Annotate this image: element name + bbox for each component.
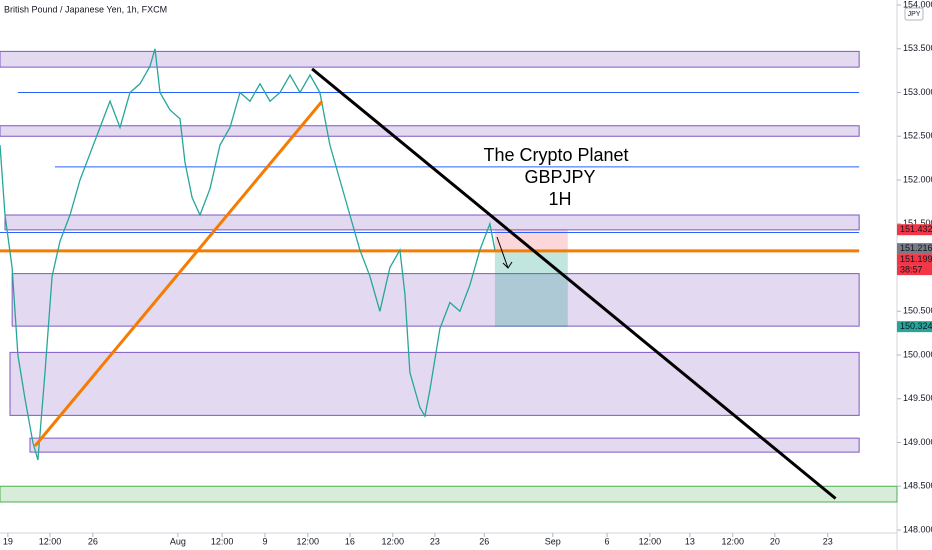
target-zone xyxy=(494,250,568,327)
y-tick-label: 149.500 xyxy=(903,393,932,403)
y-tick-label: 151.500 xyxy=(903,218,932,228)
annotation: GBPJPY xyxy=(524,167,595,187)
x-tick-label: 13 xyxy=(685,536,695,546)
x-tick-label: 9 xyxy=(262,536,267,546)
y-tick-label: 150.500 xyxy=(903,306,932,316)
y-tick-label: 153.000 xyxy=(903,87,932,97)
arrow xyxy=(496,236,513,269)
x-tick-label: 6 xyxy=(605,536,610,546)
countdown-bg xyxy=(897,265,932,276)
zone xyxy=(0,125,860,137)
plot xyxy=(0,48,898,503)
annotation: 1H xyxy=(548,189,571,209)
x-tick-label: 12:00 xyxy=(639,536,662,546)
price-tag xyxy=(897,254,932,266)
y-tick-label: 149.000 xyxy=(903,437,932,447)
price-tag-label: 151.432 xyxy=(900,224,932,234)
x-tick-label: 12:00 xyxy=(297,536,320,546)
x-tick-label: Aug xyxy=(170,536,186,546)
zone xyxy=(29,437,860,453)
x-tick-label: 20 xyxy=(770,536,780,546)
y-tick-label: 154.000 xyxy=(903,0,932,9)
x-tick-label: 23 xyxy=(823,536,833,546)
currency-badge-text: JPY xyxy=(908,11,921,18)
chart-title: British Pound / Japanese Yen, 1h, FXCM xyxy=(4,4,167,14)
y-tick-label: 152.500 xyxy=(903,131,932,141)
price-tag-label: 150.324 xyxy=(900,321,932,331)
x-tick-label: Sep xyxy=(545,536,561,546)
annotation: The Crypto Planet xyxy=(483,145,628,165)
x-tick-label: 12:00 xyxy=(39,536,62,546)
y-tick-label: 150.000 xyxy=(903,349,932,359)
zone xyxy=(4,214,860,231)
countdown: 38:57 xyxy=(900,264,923,274)
zone xyxy=(0,485,898,503)
zone xyxy=(0,50,860,68)
trendline xyxy=(33,100,324,447)
x-tick-label: 19 xyxy=(3,536,13,546)
price-tag xyxy=(897,321,932,333)
price-tag-label: 151.199 xyxy=(900,254,932,264)
x-tick-label: 26 xyxy=(479,536,489,546)
x-tick-label: 12:00 xyxy=(382,536,405,546)
x-tick-label: 16 xyxy=(345,536,355,546)
price-tag xyxy=(897,243,932,255)
y-tick-label: 148.500 xyxy=(903,481,932,491)
trendline xyxy=(311,67,837,500)
price-tag xyxy=(897,224,932,236)
x-tick-label: 12:00 xyxy=(721,536,744,546)
currency-badge xyxy=(904,7,924,21)
zone xyxy=(11,273,860,327)
x-tick-label: 23 xyxy=(430,536,440,546)
price-line xyxy=(0,48,496,461)
y-tick-label: 148.000 xyxy=(903,524,932,534)
x-tick-label: 12:00 xyxy=(211,536,234,546)
y-tick-label: 152.000 xyxy=(903,174,932,184)
price-tag-label: 151.216 xyxy=(900,243,932,253)
y-tick-label: 153.500 xyxy=(903,43,932,53)
x-tick-label: 26 xyxy=(88,536,98,546)
